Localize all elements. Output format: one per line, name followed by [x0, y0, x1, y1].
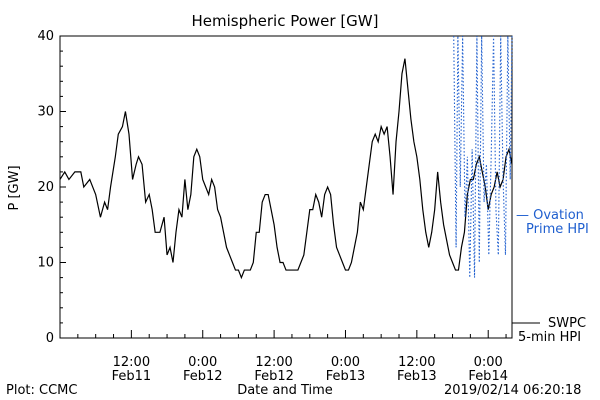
x-axis: 12:00Feb110:00Feb1212:00Feb120:00Feb1312… [77, 330, 508, 384]
x-tick-date: Feb12 [183, 369, 223, 384]
legend-ovation-line2: Prime HPI [526, 222, 589, 237]
x-tick-time: 12:00 [398, 355, 435, 370]
y-axis-label: P [GW] [7, 165, 22, 210]
series-swpc-line [59, 58, 513, 280]
legend-ovation-line1: — Ovation [516, 208, 584, 223]
plot-credit: Plot: CCMC [6, 383, 77, 398]
x-tick-date: Feb14 [468, 369, 508, 384]
plot-frame [59, 35, 513, 339]
series-layer [59, 35, 513, 280]
y-tick-label: 40 [37, 29, 54, 44]
legend-swpc-line1: SWPC [548, 316, 586, 331]
timestamp: 2019/02/14 06:20:18 [444, 383, 581, 398]
x-tick-time: 0:00 [331, 355, 360, 370]
series-ovation-line [453, 35, 513, 278]
x-tick-time: 12:00 [255, 355, 292, 370]
x-tick-date: Feb13 [326, 369, 366, 384]
x-tick-time: 0:00 [188, 355, 217, 370]
y-axis: 0 10 20 30 40 [37, 29, 66, 346]
x-tick-date: Feb11 [112, 369, 152, 384]
x-tick-time: 0:00 [474, 355, 503, 370]
x-tick-time: 12:00 [113, 355, 150, 370]
y-tick-label: 20 [37, 180, 54, 195]
x-axis-label: Date and Time [237, 383, 333, 398]
x-tick-date: Feb13 [397, 369, 437, 384]
y-tick-label: 0 [46, 331, 54, 346]
y-tick-label: 10 [37, 256, 54, 271]
x-tick-date: Feb12 [254, 369, 294, 384]
chart-title: Hemispheric Power [GW] [192, 12, 379, 30]
y-tick-label: 30 [37, 105, 54, 120]
legend-swpc-line2: 5-min HPI [518, 330, 581, 345]
